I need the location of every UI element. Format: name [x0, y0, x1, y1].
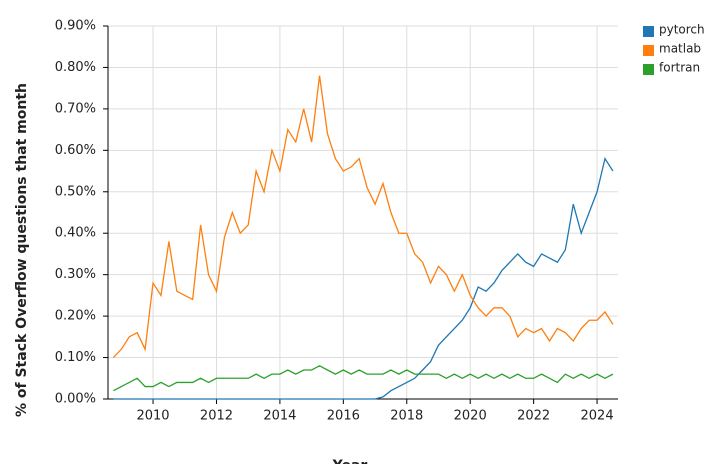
legend-label: matlab: [659, 42, 701, 56]
y-axis-title: % of Stack Overflow questions that month: [14, 83, 30, 417]
legend-swatch: [643, 45, 654, 56]
x-tick-label: 2016: [327, 409, 360, 424]
y-tick-label: 0.40%: [55, 226, 96, 241]
y-tick-label: 0.00%: [55, 392, 96, 407]
legend-swatch: [643, 26, 654, 37]
x-tick-label: 2010: [136, 409, 169, 424]
x-tick-label: 2012: [200, 409, 233, 424]
y-tick-label: 0.80%: [55, 60, 96, 75]
x-tick-label: 2020: [454, 409, 487, 424]
y-tick-label: 0.20%: [55, 309, 96, 324]
y-tick-label: 0.70%: [55, 101, 96, 116]
y-tick-label: 0.90%: [55, 19, 96, 34]
legend-swatch: [643, 64, 654, 75]
y-tick-label: 0.30%: [55, 267, 96, 282]
x-tick-label: 2018: [390, 409, 423, 424]
y-tick-label: 0.60%: [55, 143, 96, 158]
legend-label: fortran: [659, 61, 700, 75]
legend-label: pytorch: [659, 23, 705, 37]
line-series: [113, 156, 614, 400]
line-series: [113, 365, 614, 392]
x-tick-label: 2014: [263, 409, 296, 424]
line-series: [112, 75, 614, 359]
y-tick-label: 0.50%: [55, 184, 96, 199]
y-tick-label: 0.10%: [55, 350, 96, 365]
x-tick-label: 2024: [581, 409, 614, 424]
x-tick-label: 2022: [517, 409, 550, 424]
x-axis-title: Year: [332, 458, 368, 464]
